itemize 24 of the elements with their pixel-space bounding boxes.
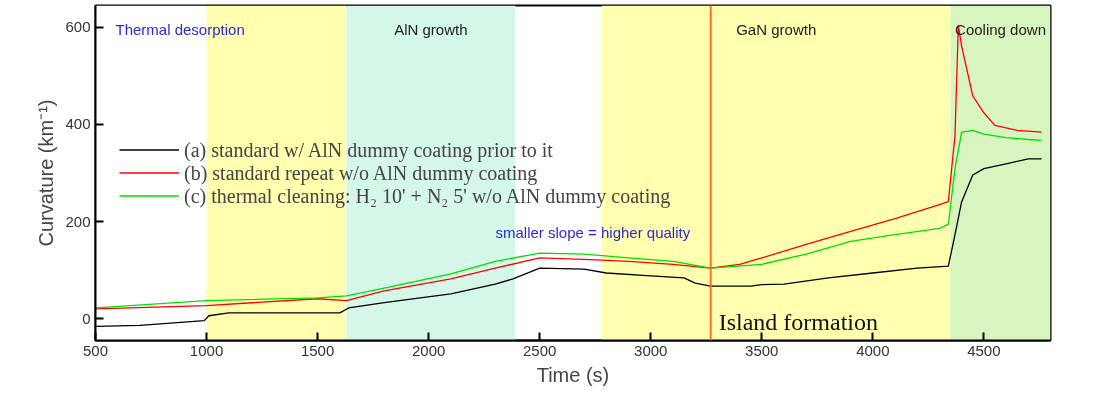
x-tick-label: 4000 [856, 341, 890, 359]
legend-label: (b) standard repeat w/o AlN dummy coating [184, 161, 538, 184]
legend-label: (a) standard w/ AlN dummy coating prior to it [184, 138, 553, 161]
annotation: smaller slope = higher quality [495, 223, 691, 241]
band-label: AlN growth [394, 20, 468, 38]
x-axis-title: Time (s) [536, 363, 610, 386]
y-tick-label: 0 [82, 309, 91, 327]
band-label: GaN growth [736, 20, 817, 38]
x-tick-label: 3000 [634, 341, 668, 359]
x-tick-label: 2000 [411, 341, 446, 359]
y-tick-label: 600 [65, 18, 91, 36]
x-tick-label: 500 [82, 341, 109, 359]
ref-line-label: Island formation [718, 308, 878, 335]
y-tick-label: 400 [65, 115, 91, 133]
y-axis-title: Curvature (km⁻¹) [35, 99, 58, 247]
x-tick-label: 2500 [523, 341, 557, 359]
x-tick-label: 4500 [967, 341, 1001, 359]
band-label: Thermal desorption [115, 20, 245, 38]
legend-label: (c) thermal cleaning: H₂ 10' + N₂ 5' w/o AlN dummy coating [184, 184, 671, 207]
y-tick-label: 200 [65, 212, 91, 230]
x-tick-label: 1000 [189, 341, 224, 359]
x-tick-label: 1500 [300, 341, 335, 359]
x-tick-label: 3500 [745, 341, 779, 359]
line-series [95, 129, 1043, 309]
